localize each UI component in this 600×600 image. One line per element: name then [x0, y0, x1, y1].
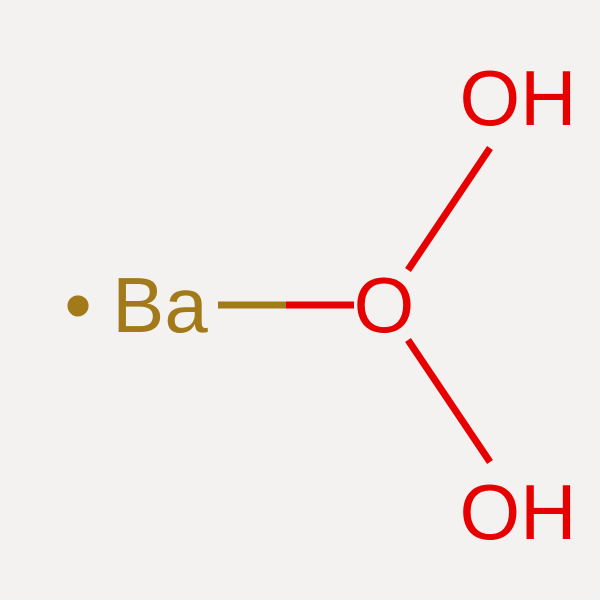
chemical-structure-diagram: • Ba O OH OH	[0, 0, 600, 600]
atom-ba: Ba	[112, 266, 207, 344]
bond-o_center-oh_top	[408, 148, 490, 270]
atom-oh-top: OH	[460, 59, 577, 137]
radical-dot: •	[64, 266, 91, 344]
atom-o-center: O	[354, 266, 415, 344]
atom-oh-bottom: OH	[460, 473, 577, 551]
bond-o_center-oh_bottom	[408, 340, 490, 462]
